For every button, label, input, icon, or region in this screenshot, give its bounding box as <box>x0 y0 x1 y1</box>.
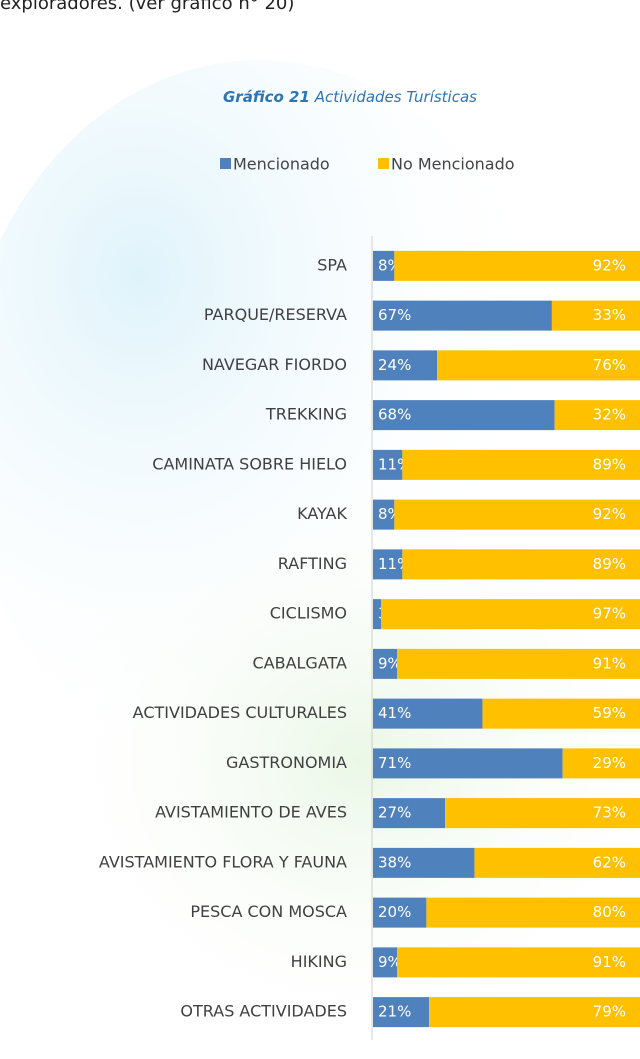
data-label: 67% <box>378 306 411 324</box>
data-label: 32% <box>593 406 626 424</box>
data-label: 79% <box>593 1003 626 1021</box>
data-label: 89% <box>593 455 626 473</box>
category-label: RAFTING <box>278 554 347 573</box>
data-label: 80% <box>593 903 626 921</box>
data-label: 89% <box>593 555 626 573</box>
data-label: 76% <box>593 356 626 374</box>
data-label: 68% <box>378 406 411 424</box>
category-label: AVISTAMIENTO FLORA Y FAUNA <box>99 852 347 871</box>
category-label: KAYAK <box>297 504 347 523</box>
data-label: 92% <box>593 256 626 274</box>
data-label: 24% <box>378 356 411 374</box>
data-label: 62% <box>593 853 626 871</box>
data-label: 27% <box>378 804 411 822</box>
chart: exploradores. (ver gráfico n° 20) Gráfic… <box>0 0 640 1059</box>
category-label: HIKING <box>291 952 347 971</box>
legend-label: Mencionado <box>233 155 330 174</box>
category-label: SPA <box>317 255 347 274</box>
category-label: GASTRONOMIA <box>226 753 347 772</box>
chart-title: Gráfico 21 Actividades Turísticas <box>223 88 477 106</box>
data-label: 91% <box>593 953 626 971</box>
data-label: 71% <box>378 754 411 772</box>
data-label: 73% <box>593 804 626 822</box>
title-label: Gráfico 21 <box>223 88 310 106</box>
category-label: PESCA CON MOSCA <box>190 902 347 921</box>
legend-swatch <box>378 158 389 169</box>
data-label: 92% <box>593 505 626 523</box>
category-label: AVISTAMIENTO DE AVES <box>155 803 347 822</box>
category-label: ACTIVIDADES CULTURALES <box>133 703 347 722</box>
legend-swatch <box>220 158 231 169</box>
page: exploradores. (ver gráfico n° 20) Gráfic… <box>0 0 640 1059</box>
title-text: Actividades Turísticas <box>314 88 477 106</box>
page-text: exploradores. (ver gráfico n° 20) <box>0 0 294 14</box>
legend-label: No Mencionado <box>391 155 515 174</box>
category-label: CAMINATA SOBRE HIELO <box>152 454 347 473</box>
category-label: PARQUE/RESERVA <box>204 305 347 324</box>
data-label: 97% <box>593 605 626 623</box>
data-label: 21% <box>378 1003 411 1021</box>
data-label: 29% <box>593 754 626 772</box>
data-label: 59% <box>593 704 626 722</box>
data-label: 41% <box>378 704 411 722</box>
category-label: NAVEGAR FIORDO <box>202 355 347 374</box>
category-label: CABALGATA <box>252 653 347 672</box>
data-label: 91% <box>593 654 626 672</box>
category-label: TREKKING <box>265 405 347 424</box>
category-label: CICLISMO <box>270 604 347 623</box>
data-label: 33% <box>593 306 626 324</box>
category-label: OTRAS ACTIVIDADES <box>180 1002 347 1021</box>
data-label: 20% <box>378 903 411 921</box>
data-label: 38% <box>378 853 411 871</box>
